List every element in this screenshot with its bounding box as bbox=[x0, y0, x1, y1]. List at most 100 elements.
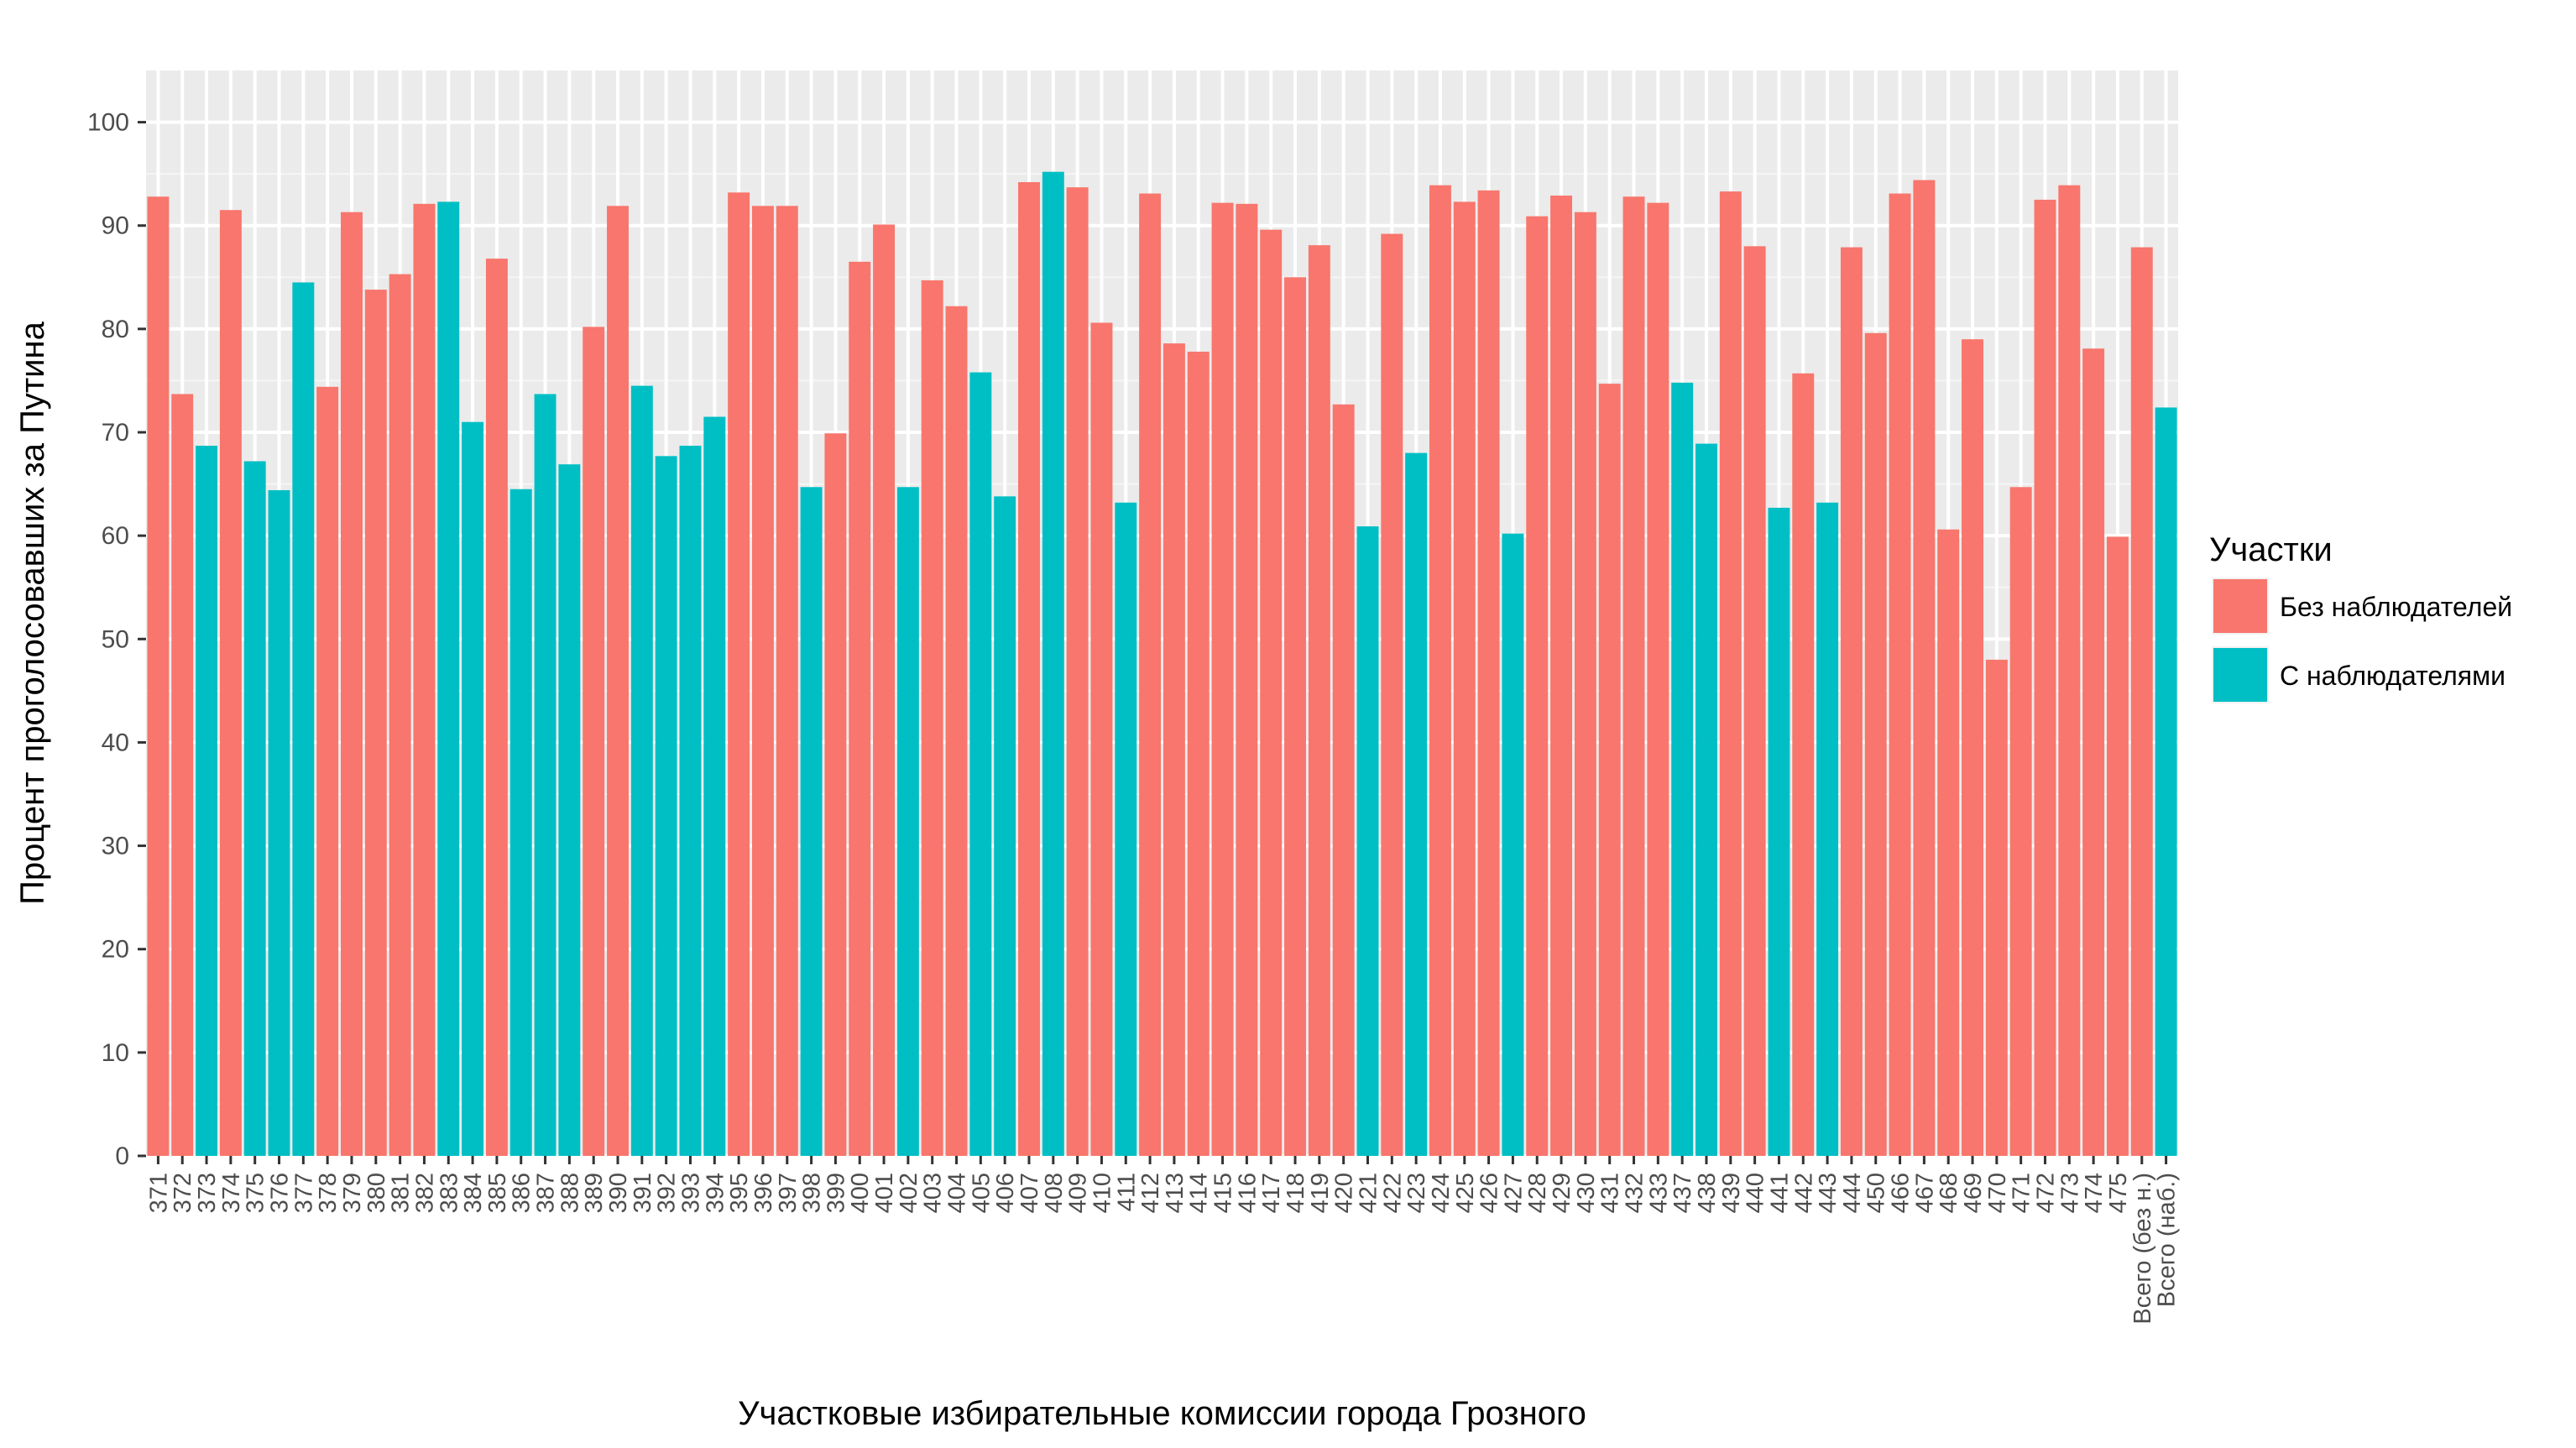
x-tick-label-383: 383 bbox=[436, 1173, 462, 1213]
bar-410 bbox=[1090, 322, 1113, 1156]
x-tick-label-402: 402 bbox=[896, 1173, 922, 1213]
x-tick-label-473: 473 bbox=[2056, 1173, 2083, 1213]
x-tick-label-423: 423 bbox=[1403, 1173, 1430, 1213]
x-tick-label-Всего (без н.): Всего (без н.) bbox=[2129, 1173, 2156, 1325]
x-tick-label-410: 410 bbox=[1089, 1173, 1116, 1213]
bar-378 bbox=[316, 386, 339, 1156]
x-tick-label-389: 389 bbox=[581, 1173, 608, 1213]
x-tick-label-409: 409 bbox=[1065, 1173, 1092, 1213]
bar-424 bbox=[1429, 185, 1451, 1156]
bar-475 bbox=[2106, 536, 2129, 1156]
bar-466 bbox=[1889, 193, 1911, 1156]
bar-404 bbox=[945, 306, 968, 1156]
bar-408 bbox=[1042, 171, 1064, 1157]
x-tick-label-378: 378 bbox=[315, 1173, 342, 1213]
x-tick-label-428: 428 bbox=[1524, 1173, 1551, 1213]
x-tick-label-470: 470 bbox=[1984, 1173, 2011, 1213]
x-tick-label-398: 398 bbox=[799, 1173, 826, 1213]
bars bbox=[147, 171, 2177, 1157]
bar-377 bbox=[292, 282, 315, 1156]
x-tick-label-396: 396 bbox=[750, 1173, 777, 1213]
x-tick-label-469: 469 bbox=[1960, 1173, 1987, 1213]
bar-379 bbox=[341, 212, 363, 1157]
x-tick-label-413: 413 bbox=[1162, 1173, 1189, 1213]
x-tick-label-418: 418 bbox=[1283, 1173, 1309, 1213]
legend-swatch-no_obs bbox=[2213, 579, 2267, 633]
bar-469 bbox=[1962, 339, 1983, 1157]
bar-399 bbox=[824, 433, 847, 1156]
bar-396 bbox=[751, 206, 774, 1156]
x-tick-label-385: 385 bbox=[484, 1173, 511, 1213]
x-tick-label-371: 371 bbox=[145, 1173, 172, 1213]
bar-398 bbox=[800, 487, 823, 1156]
bar-429 bbox=[1550, 196, 1573, 1157]
bar-383 bbox=[437, 201, 460, 1156]
x-tick-label-386: 386 bbox=[509, 1173, 536, 1213]
x-tick-label-432: 432 bbox=[1622, 1173, 1649, 1213]
x-tick-label-431: 431 bbox=[1597, 1173, 1624, 1213]
x-tick-label-467: 467 bbox=[1911, 1173, 1938, 1213]
bar-382 bbox=[413, 203, 436, 1157]
x-tick-label-380: 380 bbox=[363, 1173, 390, 1213]
x-tick-label-Всего (наб.): Всего (наб.) bbox=[2154, 1173, 2181, 1307]
x-tick-label-443: 443 bbox=[1815, 1173, 1842, 1213]
legend-label-obs: С наблюдателями bbox=[2280, 661, 2505, 691]
x-tick-label-412: 412 bbox=[1137, 1173, 1164, 1213]
bar-440 bbox=[1743, 246, 1766, 1156]
x-tick-label-422: 422 bbox=[1379, 1173, 1406, 1213]
bar-468 bbox=[1937, 529, 1960, 1156]
bar-427 bbox=[1502, 533, 1524, 1156]
x-axis: 3713723733743753763773783793803813823833… bbox=[145, 1156, 2181, 1325]
bar-394 bbox=[703, 416, 726, 1156]
bar-426 bbox=[1477, 190, 1500, 1157]
bar-413 bbox=[1163, 343, 1185, 1156]
bar-431 bbox=[1598, 384, 1621, 1156]
bar-471 bbox=[2009, 487, 2032, 1156]
x-tick-label-381: 381 bbox=[388, 1173, 415, 1213]
x-tick-label-373: 373 bbox=[194, 1173, 221, 1213]
bar-401 bbox=[873, 224, 896, 1156]
legend: Участки Без наблюдателей С наблюдателями bbox=[2209, 531, 2512, 703]
bar-444 bbox=[1840, 247, 1863, 1157]
bar-402 bbox=[896, 487, 919, 1156]
x-tick-label-444: 444 bbox=[1839, 1173, 1866, 1213]
y-tick-label: 30 bbox=[102, 833, 129, 860]
bar-470 bbox=[1985, 659, 2008, 1156]
x-tick-label-376: 376 bbox=[267, 1173, 294, 1213]
x-tick-label-391: 391 bbox=[630, 1173, 656, 1213]
x-tick-label-400: 400 bbox=[847, 1173, 874, 1213]
bar-443 bbox=[1816, 502, 1839, 1156]
x-tick-label-439: 439 bbox=[1718, 1173, 1745, 1213]
x-tick-label-438: 438 bbox=[1694, 1173, 1721, 1213]
bar-418 bbox=[1284, 277, 1306, 1157]
bar-390 bbox=[607, 206, 629, 1156]
x-tick-label-392: 392 bbox=[654, 1173, 681, 1213]
bar-395 bbox=[728, 192, 750, 1156]
x-tick-label-404: 404 bbox=[944, 1173, 971, 1213]
x-tick-label-472: 472 bbox=[2032, 1173, 2059, 1213]
bar-441 bbox=[1768, 507, 1790, 1156]
bar-374 bbox=[219, 210, 242, 1156]
x-tick-label-427: 427 bbox=[1500, 1173, 1527, 1213]
bar-414 bbox=[1187, 351, 1210, 1156]
x-tick-label-384: 384 bbox=[460, 1173, 487, 1213]
bar-388 bbox=[558, 464, 581, 1156]
bar-467 bbox=[1913, 180, 1936, 1156]
x-tick-label-397: 397 bbox=[775, 1173, 802, 1213]
y-axis-title: Процент проголосовавших за Путина bbox=[14, 321, 51, 904]
bar-423 bbox=[1405, 452, 1428, 1156]
x-tick-label-411: 411 bbox=[1113, 1173, 1140, 1211]
x-tick-label-424: 424 bbox=[1428, 1173, 1455, 1213]
legend-title: Участки bbox=[2209, 531, 2333, 568]
y-tick-label: 90 bbox=[102, 212, 129, 240]
bar-472 bbox=[2034, 199, 2056, 1156]
bar-425 bbox=[1453, 201, 1476, 1156]
y-tick-label: 20 bbox=[102, 936, 129, 964]
bar-422 bbox=[1381, 233, 1403, 1157]
bar-Всего (без н.) bbox=[2130, 247, 2153, 1157]
x-tick-label-390: 390 bbox=[605, 1173, 632, 1213]
x-tick-label-415: 415 bbox=[1210, 1173, 1237, 1213]
bar-376 bbox=[268, 489, 290, 1156]
bar-375 bbox=[243, 461, 266, 1156]
bar-391 bbox=[630, 385, 653, 1157]
